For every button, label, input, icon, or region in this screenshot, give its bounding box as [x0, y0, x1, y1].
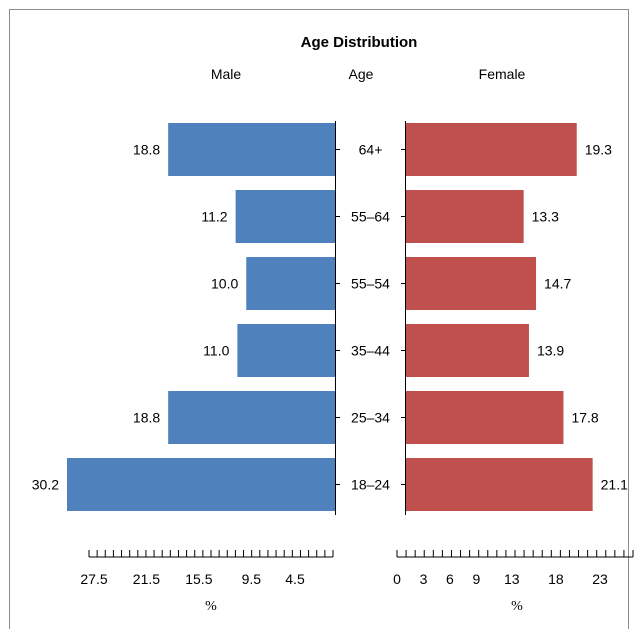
male-data-label: 10.0 — [211, 276, 238, 292]
male-data-label: 18.8 — [133, 142, 160, 158]
female-axis-tick-label: 18 — [548, 571, 564, 587]
female-axis-tick-label: 13 — [504, 571, 520, 587]
female-data-label: 21.1 — [601, 477, 628, 493]
male-bar — [168, 391, 335, 444]
age-category-label: 64+ — [359, 142, 383, 158]
age-axis-label: Age — [349, 66, 374, 82]
female-data-label: 14.7 — [544, 276, 571, 292]
female-axis-unit-label: % — [511, 599, 523, 614]
male-axis-unit-label: % — [205, 599, 217, 614]
male-bar — [237, 324, 335, 377]
female-data-label: 17.8 — [571, 410, 598, 426]
age-category-label: 35–44 — [351, 343, 390, 359]
female-data-label: 13.3 — [532, 209, 559, 225]
female-axis-tick-label: 6 — [446, 571, 454, 587]
male-axis-tick-label: 4.5 — [285, 571, 305, 587]
female-data-label: 13.9 — [537, 343, 564, 359]
female-bar — [406, 324, 529, 377]
chart-title: Age Distribution — [301, 34, 418, 51]
age-category-label: 55–54 — [351, 276, 390, 292]
age-category-label: 18–24 — [351, 477, 390, 493]
female-bar — [406, 391, 564, 444]
male-axis-tick-label: 27.5 — [80, 571, 107, 587]
chart-frame — [9, 9, 629, 629]
age-category-label: 55–64 — [351, 209, 390, 225]
female-axis-tick-label: 0 — [393, 571, 401, 587]
male-data-label: 11.2 — [201, 209, 227, 225]
female-axis-tick-label: 3 — [420, 571, 428, 587]
male-axis-tick-label: 21.5 — [133, 571, 160, 587]
male-data-label: 11.0 — [203, 343, 229, 359]
male-data-label: 18.8 — [133, 410, 160, 426]
male-axis-tick-label: 15.5 — [185, 571, 212, 587]
female-series-label: Female — [479, 66, 526, 82]
female-axis-tick-label: 23 — [592, 571, 608, 587]
age-category-label: 25–34 — [351, 410, 390, 426]
male-bar — [67, 458, 335, 511]
male-bar — [168, 123, 335, 176]
male-data-label: 30.2 — [32, 477, 59, 493]
female-data-label: 19.3 — [585, 142, 612, 158]
male-bar — [235, 190, 335, 243]
female-bar — [406, 257, 537, 310]
female-axis-tick-label: 9 — [473, 571, 481, 587]
male-bar — [246, 257, 335, 310]
female-bar — [406, 190, 524, 243]
male-axis-tick-label: 9.5 — [242, 571, 262, 587]
female-bar — [406, 123, 577, 176]
male-series-label: Male — [211, 66, 242, 82]
female-bar — [406, 458, 593, 511]
